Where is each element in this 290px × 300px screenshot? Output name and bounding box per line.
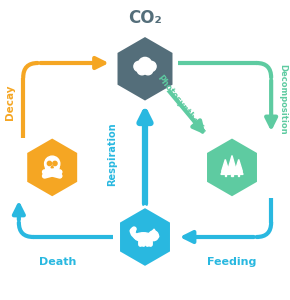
Text: Decay: Decay: [5, 84, 15, 120]
FancyBboxPatch shape: [46, 165, 59, 172]
Polygon shape: [206, 137, 258, 198]
Circle shape: [43, 174, 46, 177]
Text: Death: Death: [39, 256, 77, 267]
Ellipse shape: [156, 235, 159, 238]
Circle shape: [138, 57, 152, 70]
Polygon shape: [231, 174, 233, 176]
Polygon shape: [51, 166, 53, 168]
Text: Photosynthesis: Photosynthesis: [155, 74, 207, 136]
Text: Decomposition: Decomposition: [278, 64, 287, 135]
Circle shape: [134, 61, 144, 71]
Circle shape: [46, 163, 53, 170]
Circle shape: [58, 170, 61, 173]
Circle shape: [53, 161, 57, 166]
Polygon shape: [234, 165, 243, 174]
Ellipse shape: [134, 233, 153, 241]
Polygon shape: [221, 165, 230, 174]
Polygon shape: [225, 174, 226, 176]
Circle shape: [43, 170, 46, 173]
Text: CO₂: CO₂: [128, 9, 162, 27]
Polygon shape: [26, 137, 79, 198]
Polygon shape: [228, 155, 236, 170]
Polygon shape: [227, 162, 237, 174]
Circle shape: [45, 156, 60, 171]
Circle shape: [58, 174, 61, 177]
Circle shape: [143, 65, 153, 75]
Polygon shape: [238, 174, 239, 176]
Circle shape: [149, 231, 158, 241]
Circle shape: [137, 65, 147, 75]
Polygon shape: [152, 229, 156, 233]
Text: Respiration: Respiration: [107, 122, 117, 186]
Polygon shape: [222, 160, 229, 171]
Polygon shape: [116, 35, 174, 102]
Circle shape: [47, 161, 52, 166]
Polygon shape: [235, 160, 242, 171]
Text: Feeding: Feeding: [207, 256, 257, 267]
Circle shape: [52, 163, 59, 170]
Circle shape: [146, 61, 156, 71]
Polygon shape: [119, 206, 171, 268]
